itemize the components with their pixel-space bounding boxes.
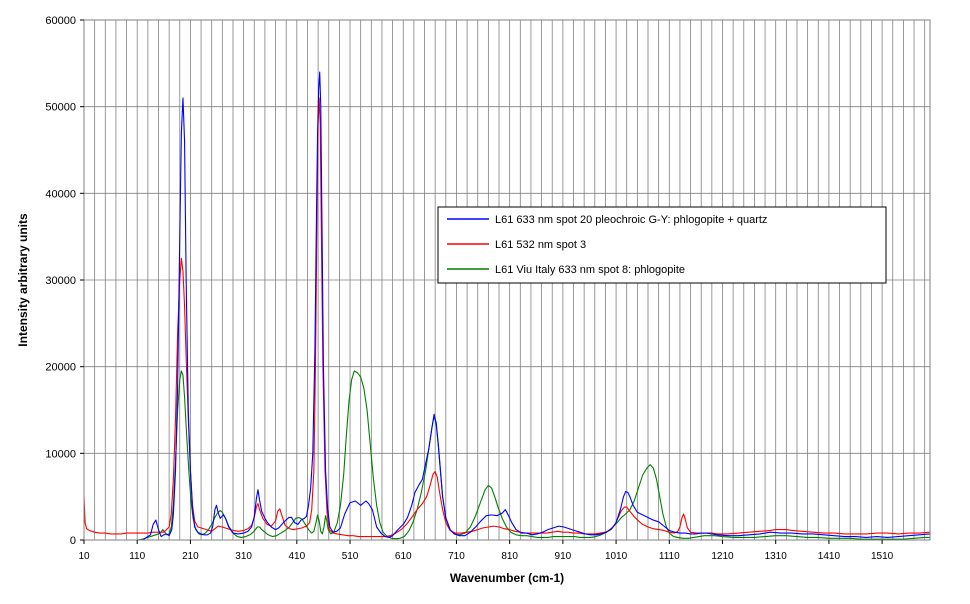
x-tick-label: 1010	[605, 551, 628, 562]
y-axis-ticks: 0 10000 20000 30000 40000 50000 60000	[45, 15, 84, 547]
y-tick-label: 40000	[45, 188, 76, 200]
x-tick-label: 210	[182, 551, 199, 562]
x-tick-label: 810	[501, 551, 518, 562]
x-tick-label: 510	[342, 551, 359, 562]
x-tick-label: 1510	[871, 551, 894, 562]
legend-label: L61 633 nm spot 20 pleochroic G-Y: phlog…	[495, 214, 767, 226]
x-tick-label: 1210	[711, 551, 734, 562]
x-tick-label: 310	[235, 551, 252, 562]
legend-label: L61 Viu Italy 633 nm spot 8: phlogopite	[495, 264, 685, 276]
y-tick-label: 0	[70, 535, 76, 547]
series-lines	[83, 71, 931, 541]
y-tick-label: 50000	[45, 102, 76, 114]
x-tick-label: 910	[555, 551, 572, 562]
y-tick-label: 20000	[45, 362, 76, 374]
y-tick-label: 30000	[45, 275, 76, 287]
x-axis-ticks: 10 110 210 310 410 510 610 710 810 910 1010 1110 121…	[78, 540, 894, 562]
y-tick-label: 60000	[45, 15, 76, 27]
x-tick-label: 710	[448, 551, 465, 562]
x-tick-label: 1410	[818, 551, 841, 562]
legend-box	[437, 206, 887, 284]
y-axis-title: Intensity arbitrary units	[16, 213, 30, 347]
x-axis-title: Wavenumber (cm-1)	[450, 571, 564, 585]
y-tick-label: 10000	[45, 448, 76, 460]
x-tick-label: 1110	[659, 551, 680, 562]
legend-label: L61 532 nm spot 3	[495, 239, 586, 251]
x-tick-label: 410	[288, 551, 305, 562]
x-tick-label: 110	[129, 551, 145, 562]
x-tick-label: 610	[395, 551, 412, 562]
series-line-1	[142, 71, 931, 541]
legend: L61 633 nm spot 20 pleochroic G-Y: phlog…	[437, 206, 887, 284]
x-tick-label: 10	[78, 551, 90, 562]
series-line-3	[137, 370, 930, 541]
x-tick-label: 1310	[765, 551, 788, 562]
